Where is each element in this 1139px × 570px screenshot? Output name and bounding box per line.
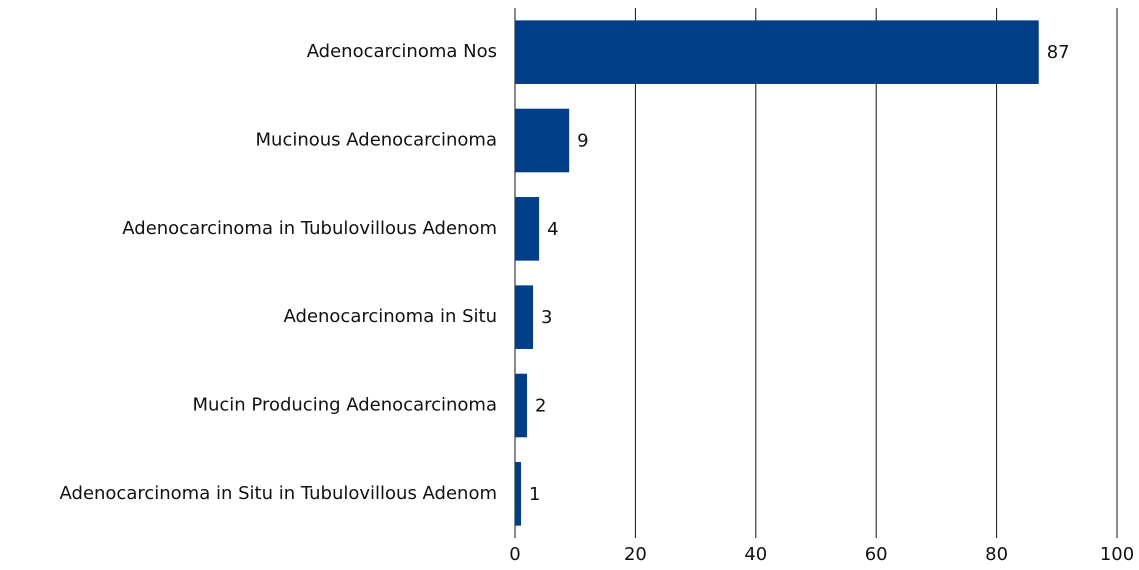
x-tick-label: 60 [865,544,888,565]
y-tick-label: Adenocarcinoma in Tubulovillous Adenom [122,218,497,239]
x-tick-label: 0 [509,544,520,565]
data-label: 2 [535,396,546,417]
x-tick-label: 20 [624,544,647,565]
x-tick-label: 40 [744,544,767,565]
bar [515,197,540,261]
x-tick-label: 80 [985,544,1008,565]
bar [515,20,1039,84]
data-label: 9 [577,131,588,152]
bar [515,373,528,438]
data-label: 87 [1047,42,1070,63]
x-tick-label: 100 [1100,544,1134,565]
data-label: 3 [541,307,552,328]
bar [515,285,534,349]
y-tick-label: Mucinous Adenocarcinoma [256,130,498,151]
bar [515,462,522,526]
y-tick-label: Mucin Producing Adenocarcinoma [192,395,497,416]
data-label: 1 [529,484,540,505]
y-tick-label: Adenocarcinoma in Situ in Tubulovillous … [60,483,497,504]
data-label: 4 [547,219,558,240]
y-tick-label: Adenocarcinoma Nos [307,41,497,62]
bar [515,108,570,173]
y-tick-label: Adenocarcinoma in Situ [284,306,497,327]
